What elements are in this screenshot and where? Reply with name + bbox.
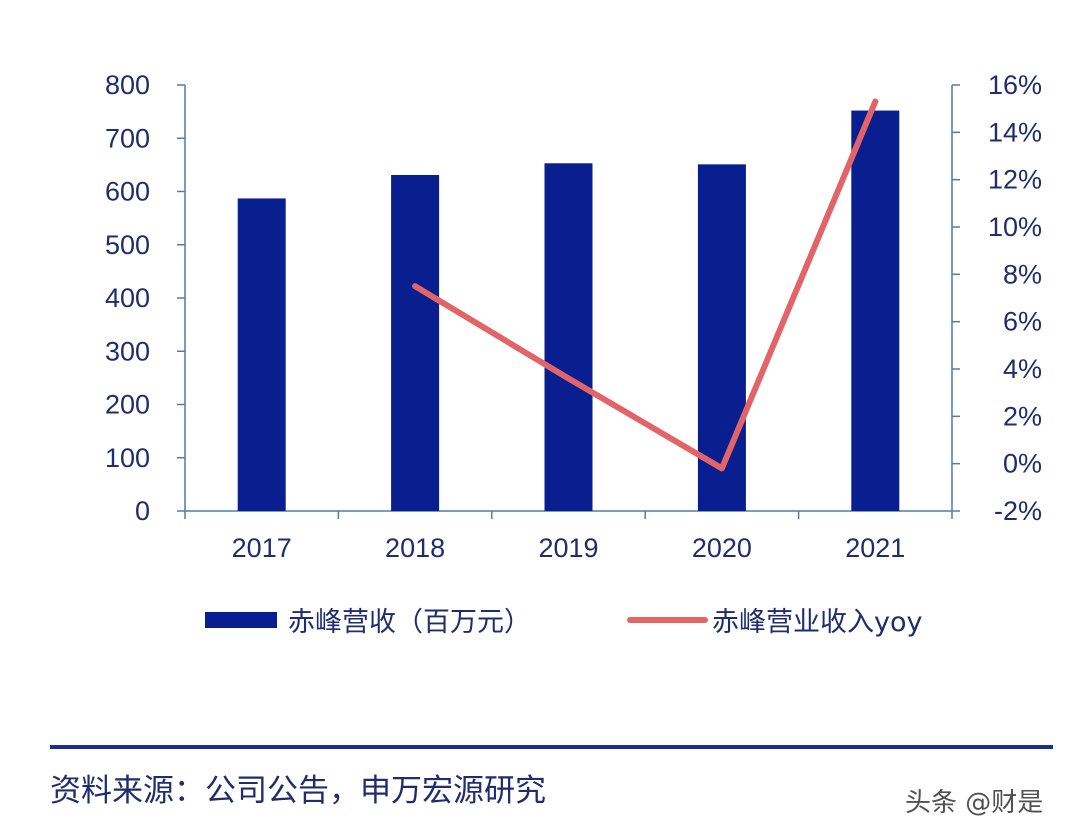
line-point bbox=[721, 467, 723, 469]
bar-series bbox=[237, 110, 900, 512]
bar bbox=[544, 163, 593, 511]
line-point bbox=[874, 101, 876, 103]
right-tick-label: -2% bbox=[994, 496, 1042, 526]
bar bbox=[697, 164, 746, 511]
left-tick-label: 500 bbox=[105, 230, 150, 260]
bar bbox=[851, 110, 900, 511]
x-tick-label: 2020 bbox=[692, 533, 752, 563]
chart: 0 100 200 300 400 500 600 700 800 -2% 0% 2% 4% 6% 8% 1… bbox=[105, 70, 1042, 638]
bar bbox=[237, 198, 286, 512]
right-tick-label: 14% bbox=[988, 117, 1042, 147]
left-tick-label: 600 bbox=[105, 177, 150, 207]
right-tick-label: 16% bbox=[988, 70, 1042, 100]
legend: 赤峰营收（百万元） 赤峰营业收入yoy bbox=[205, 607, 922, 638]
left-tick-label: 100 bbox=[105, 443, 150, 473]
x-tick-label: 2021 bbox=[845, 533, 905, 563]
x-tick-label: 2017 bbox=[232, 533, 292, 563]
left-axis-ticks: 0 100 200 300 400 500 600 700 800 bbox=[105, 70, 185, 526]
right-tick-label: 0% bbox=[1003, 449, 1042, 479]
line-series bbox=[412, 98, 879, 472]
left-tick-label: 0 bbox=[135, 496, 150, 526]
source-note: 资料来源：公司公告，申万宏源研究 bbox=[50, 773, 546, 809]
line-point bbox=[414, 285, 416, 287]
left-tick-label: 400 bbox=[105, 283, 150, 313]
x-axis-ticks: 2017 2018 2019 2020 2021 bbox=[184, 511, 953, 563]
right-tick-label: 6% bbox=[1003, 307, 1042, 337]
bar bbox=[391, 174, 440, 511]
legend-line-label: 赤峰营业收入yoy bbox=[712, 607, 922, 638]
watermark: 头条 @财是 bbox=[905, 788, 1044, 818]
x-tick-label: 2019 bbox=[538, 533, 598, 563]
footer-divider bbox=[50, 745, 1053, 749]
x-tick-label: 2018 bbox=[385, 533, 445, 563]
right-axis-ticks: -2% 0% 2% 4% 6% 8% 10% 12% 14% 16% bbox=[952, 70, 1042, 526]
right-tick-label: 4% bbox=[1003, 354, 1042, 384]
legend-bar-label: 赤峰营收（百万元） bbox=[288, 607, 531, 638]
right-tick-label: 12% bbox=[988, 165, 1042, 195]
line-point bbox=[568, 377, 569, 379]
legend-bar-swatch bbox=[205, 612, 277, 628]
right-tick-label: 10% bbox=[988, 212, 1042, 242]
left-tick-label: 700 bbox=[105, 123, 150, 153]
left-tick-label: 200 bbox=[105, 390, 150, 420]
right-tick-label: 2% bbox=[1003, 401, 1042, 431]
right-tick-label: 8% bbox=[1003, 259, 1042, 289]
left-tick-label: 800 bbox=[105, 70, 150, 100]
yoy-line bbox=[412, 98, 879, 472]
left-tick-label: 300 bbox=[105, 336, 150, 366]
